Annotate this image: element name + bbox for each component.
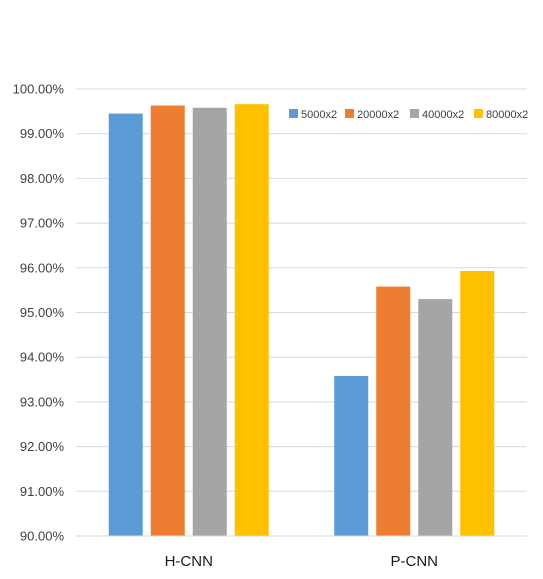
y-tick-label: 96.00% [20,260,65,275]
legend-label: 80000x2 [486,109,528,121]
bar-80000x2-P-CNN [460,270,495,536]
bar-40000x2-H-CNN [192,107,227,537]
y-tick-label: 97.00% [20,216,65,231]
y-tick-label: 92.00% [20,439,65,454]
bar-20000x2-H-CNN [150,105,185,536]
legend-swatch [345,109,354,118]
y-tick-label: 95.00% [20,305,65,320]
legend-label: 40000x2 [422,109,464,121]
x-category-label: H-CNN [165,553,213,570]
bar-40000x2-P-CNN [418,299,453,536]
gridlines [76,88,527,492]
x-axis-category-labels: H-CNN P-CNN [165,553,438,570]
legend-label: 5000x2 [301,109,337,121]
bars [108,104,495,537]
bar-5000x2-P-CNN [334,375,369,536]
x-category-label: P-CNN [391,553,439,570]
legend-swatch [474,109,483,118]
y-axis-tick-labels: 90.00% 91.00% 92.00% 93.00% 94.00% 95.00% 96.0… [13,82,65,544]
bar-20000x2-P-CNN [376,286,411,536]
y-tick-label: 93.00% [20,394,65,409]
y-tick-label: 99.00% [20,126,65,141]
y-tick-label: 100.00% [13,82,65,97]
bar-5000x2-H-CNN [108,113,143,537]
y-tick-label: 94.00% [20,350,65,365]
legend-swatch [289,109,298,118]
legend-swatch [410,109,419,118]
legend-label: 20000x2 [357,109,399,121]
y-tick-label: 90.00% [20,529,65,544]
bar-80000x2-H-CNN [234,104,269,536]
y-tick-label: 91.00% [20,484,65,499]
y-tick-label: 98.00% [20,171,65,186]
legend: 5000x2 20000x2 40000x2 80000x2 [289,109,528,121]
